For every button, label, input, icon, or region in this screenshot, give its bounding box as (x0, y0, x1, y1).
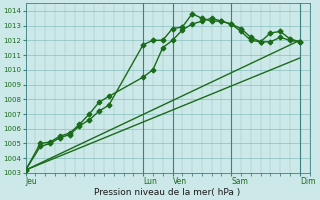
X-axis label: Pression niveau de la mer( hPa ): Pression niveau de la mer( hPa ) (94, 188, 241, 197)
